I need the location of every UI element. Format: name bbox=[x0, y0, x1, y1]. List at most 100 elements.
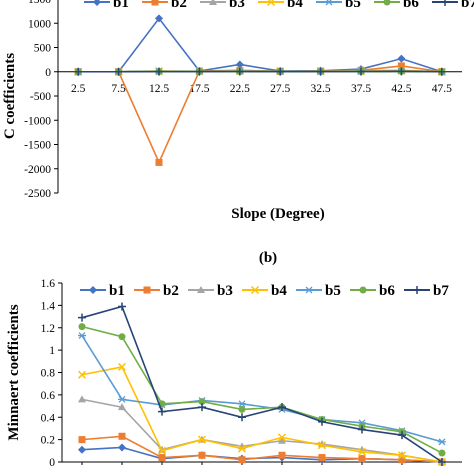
data-point-b4 bbox=[197, 435, 207, 444]
y-tick-label: 0 bbox=[45, 67, 51, 79]
x-tick-label: 37.5 bbox=[351, 83, 371, 95]
data-point-b2 bbox=[158, 454, 166, 462]
legend-marker-b5 bbox=[325, 0, 333, 6]
legend-label-b5: b5 bbox=[325, 283, 341, 299]
data-point-b5 bbox=[438, 438, 446, 446]
data-point-b6 bbox=[238, 405, 246, 413]
legend-marker-b1 bbox=[93, 0, 101, 6]
x-tick-label: 22.5 bbox=[230, 83, 250, 95]
y-axis-title: C coefficients bbox=[2, 53, 18, 139]
data-point-b3 bbox=[118, 403, 126, 411]
series-b7 bbox=[74, 67, 446, 76]
minnaert-coefficients-chart: 1.6 1.4 1.2 1 0.8 0.6 0.4 0.2 0 Minnaert coeffici… bbox=[6, 278, 462, 469]
data-point-b7 bbox=[438, 458, 446, 466]
data-point-b7 bbox=[437, 67, 446, 76]
y-tick-label: 1.4 bbox=[41, 300, 56, 312]
legend-marker-b7 bbox=[413, 286, 421, 294]
y-tick-label: 1.6 bbox=[41, 278, 56, 290]
x-tick-label: 2.5 bbox=[71, 83, 86, 95]
x-tick-label: 17.5 bbox=[189, 83, 209, 95]
data-point-b2 bbox=[198, 451, 206, 459]
data-point-b4 bbox=[397, 451, 407, 460]
legend-marker-b2 bbox=[143, 286, 151, 294]
data-point-b4 bbox=[77, 370, 87, 379]
data-point-b6 bbox=[198, 398, 206, 406]
legend-marker-b5 bbox=[305, 286, 313, 294]
x-tick-label: 32.5 bbox=[311, 83, 331, 95]
legend-label-b7: b7 bbox=[461, 0, 474, 11]
data-point-b7 bbox=[78, 313, 86, 322]
x-tick-label: 7.5 bbox=[111, 83, 126, 95]
y-tick-label: 1000 bbox=[28, 18, 51, 30]
data-point-b4 bbox=[357, 447, 367, 456]
data-point-b7 bbox=[316, 67, 325, 76]
y-tick-label: -2000 bbox=[24, 164, 51, 176]
x-tick-label: 12.5 bbox=[149, 83, 169, 95]
legend-marker-b4 bbox=[266, 0, 276, 7]
series-line-b2 bbox=[81, 435, 443, 463]
legend-label-b7: b7 bbox=[433, 283, 449, 299]
legend-label-b2: b2 bbox=[171, 0, 187, 11]
y-tick-label: 1.2 bbox=[41, 323, 56, 335]
data-point-b7 bbox=[238, 413, 246, 422]
x-tick-label: 47.5 bbox=[432, 83, 452, 95]
data-point-b7 bbox=[357, 67, 365, 76]
data-point-b3 bbox=[78, 395, 86, 403]
legend-marker-b6 bbox=[383, 0, 391, 6]
y-tick-label: 0.6 bbox=[41, 390, 56, 402]
series-b4 bbox=[77, 362, 447, 467]
legend-marker-b2 bbox=[151, 0, 159, 6]
legend-label-b2: b2 bbox=[163, 283, 179, 299]
data-point-b1 bbox=[118, 443, 126, 452]
series-line-b6 bbox=[81, 325, 443, 454]
data-point-b7 bbox=[278, 403, 286, 412]
y-tick-label: -1500 bbox=[24, 140, 51, 152]
series-line-b2 bbox=[78, 65, 442, 165]
legend-label-b5: b5 bbox=[345, 0, 361, 11]
legend: b1 b2 b3 b4 b5 b6 b7 bbox=[80, 283, 449, 299]
y-tick-label: -500 bbox=[30, 91, 51, 103]
legend-label-b6: b6 bbox=[403, 0, 419, 11]
data-point-b2 bbox=[78, 436, 86, 444]
data-point-b7 bbox=[74, 67, 83, 76]
data-point-b7 bbox=[235, 67, 244, 76]
series-line-b5 bbox=[81, 335, 443, 443]
legend-marker-b3 bbox=[209, 0, 217, 5]
y-tick-label: -2500 bbox=[24, 188, 51, 200]
data-point-b7 bbox=[398, 431, 406, 440]
y-tick-label: 1 bbox=[49, 345, 55, 357]
legend-label-b6: b6 bbox=[379, 283, 395, 299]
y-tick-label: 500 bbox=[34, 43, 52, 55]
data-point-b7 bbox=[198, 403, 206, 412]
y-tick-label: 1500 bbox=[28, 0, 51, 6]
data-point-b4 bbox=[317, 441, 327, 450]
x-tick-label: 42.5 bbox=[391, 83, 411, 95]
legend-label-b3: b3 bbox=[217, 283, 233, 299]
series-line-b7 bbox=[81, 305, 443, 463]
y-tick-label: -1000 bbox=[24, 115, 51, 127]
series-b7 bbox=[78, 302, 446, 466]
y-tick-label: 0.8 bbox=[41, 368, 56, 380]
series-line-b1 bbox=[78, 17, 443, 73]
data-point-b1 bbox=[235, 60, 244, 69]
legend-label-b4: b4 bbox=[287, 0, 303, 11]
y-tick-label: 0.4 bbox=[41, 412, 56, 424]
y-axis-title: Minnaert coefficients bbox=[6, 304, 22, 440]
x-tick-label: 27.5 bbox=[270, 83, 290, 95]
series-line-b4 bbox=[81, 366, 443, 463]
data-point-b4 bbox=[237, 444, 247, 453]
data-point-b7 bbox=[195, 67, 204, 76]
legend-label-b4: b4 bbox=[271, 283, 287, 299]
data-point-b7 bbox=[158, 407, 166, 416]
data-point-b7 bbox=[358, 425, 366, 434]
data-point-b2 bbox=[278, 451, 286, 459]
data-point-b2 bbox=[398, 456, 406, 464]
legend: b1 b2 b3 b4 b5 b6 b7 bbox=[84, 0, 474, 11]
data-point-b4 bbox=[117, 362, 127, 371]
data-point-b7 bbox=[155, 67, 163, 76]
data-point-b7 bbox=[276, 67, 285, 76]
data-point-b1 bbox=[155, 14, 163, 23]
series-b2 bbox=[74, 62, 446, 166]
series-b2 bbox=[78, 432, 446, 466]
